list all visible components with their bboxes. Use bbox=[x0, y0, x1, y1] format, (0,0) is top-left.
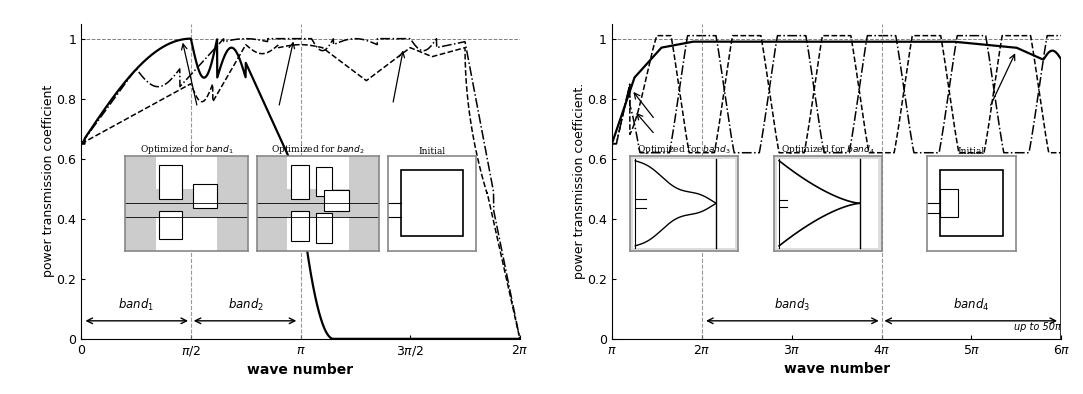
Text: $band_2$: $band_2$ bbox=[227, 297, 263, 313]
X-axis label: wave number: wave number bbox=[248, 363, 353, 377]
X-axis label: wave number: wave number bbox=[784, 362, 889, 376]
Text: up to 50π: up to 50π bbox=[1015, 322, 1061, 332]
Y-axis label: power transmission coefficient: power transmission coefficient bbox=[42, 85, 55, 277]
Text: $band_3$: $band_3$ bbox=[773, 297, 810, 313]
Text: $band_1$: $band_1$ bbox=[118, 297, 154, 313]
Text: $band_4$: $band_4$ bbox=[953, 297, 990, 313]
Y-axis label: power transmission coefficient.: power transmission coefficient. bbox=[573, 83, 586, 279]
